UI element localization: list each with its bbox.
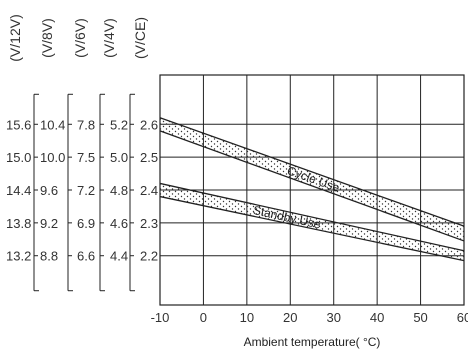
y-tick-label: 2.3 bbox=[140, 216, 158, 231]
y-axis-unit-label: (V/8V) bbox=[39, 18, 55, 58]
x-tick-label: 0 bbox=[200, 310, 207, 325]
x-axis-label: Ambient temperature( °C) bbox=[244, 335, 381, 349]
x-tick-label: 30 bbox=[326, 310, 340, 325]
y-tick-label: 10.4 bbox=[40, 117, 65, 132]
y-tick-label: 7.8 bbox=[77, 117, 95, 132]
y-axis-unit-label: (V/6V) bbox=[72, 18, 88, 58]
y-tick-label: 2.2 bbox=[140, 249, 158, 264]
series-band-fill bbox=[160, 183, 464, 261]
series-upper-line bbox=[159, 117, 465, 227]
y-tick-label: 7.2 bbox=[77, 183, 95, 198]
y-tick-label: 9.2 bbox=[40, 216, 58, 231]
y-tick-label: 2.4 bbox=[140, 183, 158, 198]
y-tick-label: 5.0 bbox=[110, 150, 128, 165]
x-tick-label: -10 bbox=[151, 310, 170, 325]
y-tick-label: 10.0 bbox=[40, 150, 65, 165]
y-tick-label: 6.6 bbox=[77, 249, 95, 264]
y-tick-label: 13.8 bbox=[6, 216, 31, 231]
y-axis-unit-label: (V/12V) bbox=[7, 14, 23, 61]
y-tick-label: 5.2 bbox=[110, 117, 128, 132]
y-tick-label: 7.5 bbox=[77, 150, 95, 165]
y-tick-label: 8.8 bbox=[40, 249, 58, 264]
series-upper-line bbox=[159, 182, 465, 252]
x-tick-label: 50 bbox=[413, 310, 427, 325]
series-lower-line bbox=[159, 130, 465, 242]
series-label: Standby Use bbox=[252, 203, 322, 232]
y-tick-label: 2.6 bbox=[140, 117, 158, 132]
y-tick-label: 15.0 bbox=[6, 150, 31, 165]
x-tick-label: 20 bbox=[283, 310, 297, 325]
y-tick-label: 9.6 bbox=[40, 183, 58, 198]
y-tick-label: 6.9 bbox=[77, 216, 95, 231]
y-axis-unit-label: (V/4V) bbox=[101, 18, 117, 58]
series-band-fill bbox=[160, 117, 464, 241]
x-tick-label: 10 bbox=[240, 310, 254, 325]
y-tick-label: 13.2 bbox=[6, 249, 31, 264]
y-tick-label: 2.5 bbox=[140, 150, 158, 165]
y-tick-label: 4.8 bbox=[110, 183, 128, 198]
x-tick-label: 60 bbox=[457, 310, 468, 325]
y-tick-label: 14.4 bbox=[6, 183, 31, 198]
series-lower-line bbox=[159, 195, 465, 262]
y-axis-unit-label: (V/CE) bbox=[132, 17, 148, 59]
y-tick-label: 4.4 bbox=[110, 249, 128, 264]
y-tick-label: 4.6 bbox=[110, 216, 128, 231]
x-tick-label: 40 bbox=[370, 310, 384, 325]
y-tick-label: 15.6 bbox=[6, 117, 31, 132]
